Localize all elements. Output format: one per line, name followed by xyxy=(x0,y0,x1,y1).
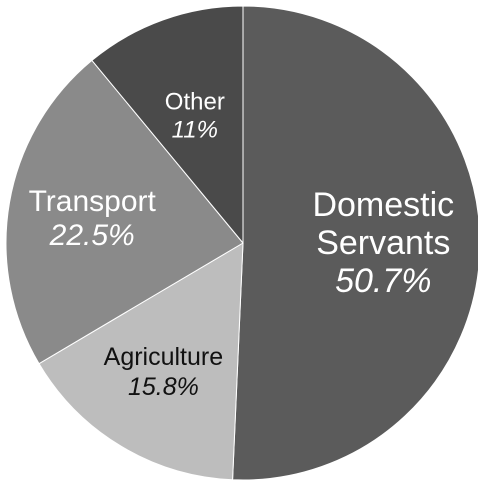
slice-percent-label: 50.7% xyxy=(335,262,431,300)
slice-percent-label: 11% xyxy=(172,117,218,144)
slice-label: Servants xyxy=(316,224,450,262)
slice-label: Transport xyxy=(29,185,157,218)
pie-slices xyxy=(5,5,478,481)
pie-slice-transport xyxy=(5,59,244,365)
slice-percent-label: 22.5% xyxy=(49,219,135,252)
slice-label: Agriculture xyxy=(104,343,224,371)
slice-label: Domestic xyxy=(312,186,454,224)
slice-label: Other xyxy=(165,89,225,116)
pie-slice-other xyxy=(91,5,244,245)
slice-percent-label: 15.8% xyxy=(128,373,199,401)
pie-slice-agriculture xyxy=(38,242,244,481)
pie-slice-domestic-servants xyxy=(232,5,478,481)
